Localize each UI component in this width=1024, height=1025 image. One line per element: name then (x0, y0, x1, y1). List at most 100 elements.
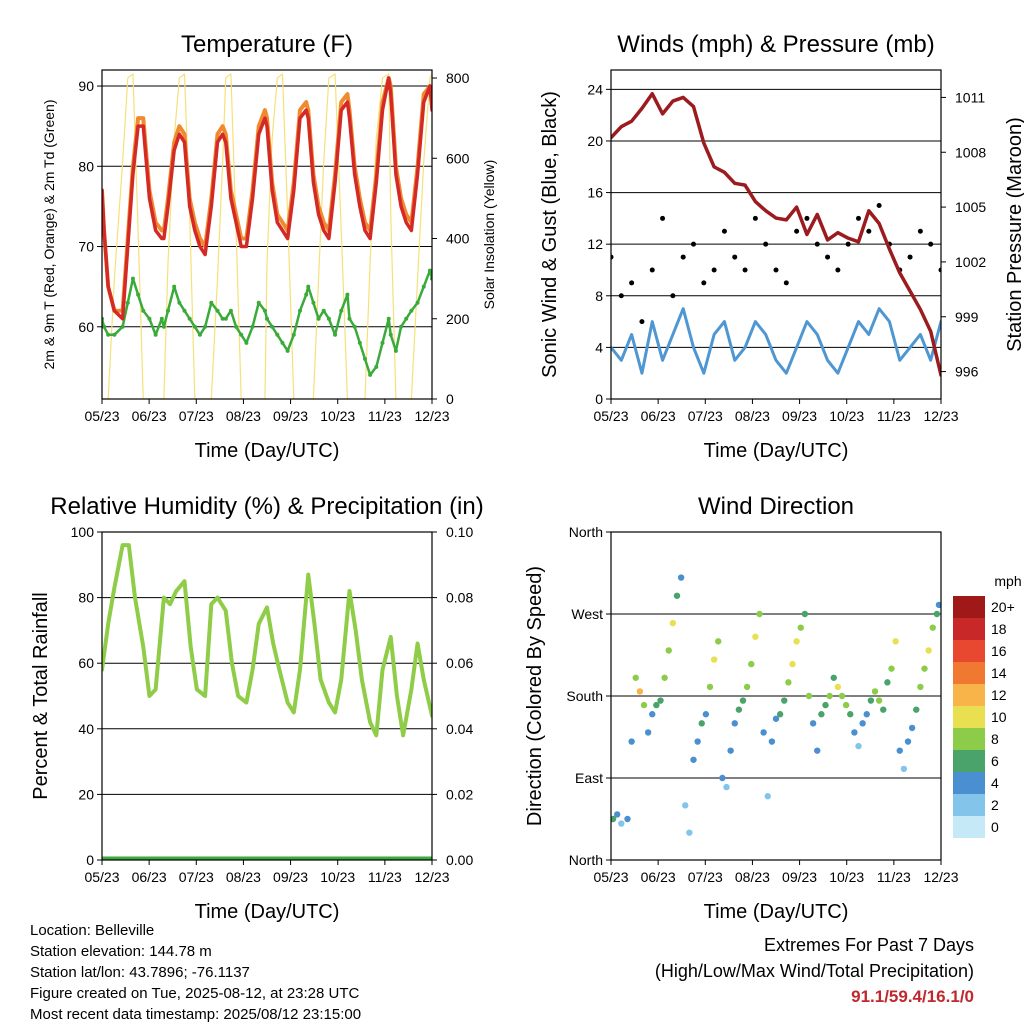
y2-tick-label: 0.04 (446, 721, 473, 737)
legend-label: 6 (991, 753, 999, 769)
gust-point (701, 280, 707, 286)
gust-point (711, 267, 717, 273)
wind-direction-point (719, 774, 726, 782)
winds-title: Winds (mph) & Pressure (mb) (617, 31, 934, 58)
y2-tick-label: 0.08 (446, 590, 473, 606)
dewpoint-point (427, 268, 432, 273)
x-tick-label: 07/23 (688, 408, 723, 424)
gust-point (928, 241, 934, 247)
temp-2m-line (102, 76, 432, 321)
dewpoint-point (362, 356, 367, 361)
gust-point (680, 254, 686, 260)
temperature-panel: Temperature (F) 05/23 06/23 07/23 08/23 09/23… (41, 31, 497, 462)
gust-point (917, 228, 923, 234)
solar-insolation-line (102, 73, 432, 399)
legend-label: 2 (991, 797, 999, 813)
wind-direction-point (925, 647, 932, 654)
y2-tick-label: 0 (446, 391, 454, 407)
x-tick-label: 10/23 (829, 869, 864, 885)
wind-direction-point (665, 647, 672, 654)
x-tick-label: 08/23 (226, 408, 261, 424)
extremes-values: 91.1/59.4/16.1/0 (851, 987, 974, 1006)
wind-direction-point (875, 697, 883, 704)
wind-direction-point (871, 688, 879, 695)
dewpoint-point (311, 300, 316, 305)
temperature-y2label: Solar Insolation (Yellow) (481, 160, 497, 310)
y2-tick-label: 0.00 (446, 852, 473, 868)
dewpoint-point (368, 372, 373, 377)
humidity-title: Relative Humidity (%) & Precipitation (i… (50, 493, 483, 520)
station-latlon: Station lat/lon: 43.7896; -76.1137 (30, 964, 250, 981)
station-location: Location: Belleville (30, 922, 155, 939)
wind-direction-point (929, 624, 936, 631)
x-tick-label: 05/23 (593, 869, 628, 885)
y-tick-label: 80 (78, 158, 94, 174)
y-tick-label: 16 (587, 185, 603, 201)
winds-frame (610, 69, 942, 400)
y-tick-label: East (575, 770, 603, 786)
y2-tick-label: 1011 (955, 89, 985, 105)
wind-direction-point (797, 624, 804, 631)
dewpoint-point (421, 284, 426, 289)
dewpoint-point (215, 308, 220, 313)
legend-label: 18 (991, 621, 1007, 637)
gust-point (721, 228, 727, 234)
gust-point (866, 228, 872, 234)
wind-direction-point (731, 720, 738, 727)
y-tick-label: 80 (78, 590, 94, 606)
wind-direction-point (847, 711, 854, 718)
wind-direction-point (673, 592, 681, 599)
wind-direction-point (884, 679, 891, 686)
legend-label: 16 (991, 643, 1007, 659)
wind-direction-point (756, 610, 763, 618)
dewpoint-point (262, 308, 267, 313)
station-elevation: Station elevation: 144.78 m (30, 943, 212, 960)
legend-swatch (953, 750, 985, 772)
wind-direction-point (904, 738, 912, 745)
x-tick-label: 11/23 (877, 408, 911, 424)
wind-direction-point (628, 738, 635, 745)
dewpoint-point (298, 308, 302, 313)
y-tick-label: North (569, 524, 603, 540)
dewpoint-point (404, 316, 409, 321)
y-tick-label: 20 (587, 133, 603, 149)
wind-direction-point (649, 711, 656, 718)
wind_direction-title: Wind Direction (698, 493, 854, 520)
dewpoint-point (339, 308, 344, 313)
y2-tick-label: 0.02 (446, 786, 473, 802)
wind-direction-point (611, 815, 617, 823)
wind-direction-point (682, 802, 689, 809)
y2-tick-label: 800 (446, 70, 470, 86)
x-tick-label: 05/23 (84, 869, 119, 885)
dewpoint-point (244, 340, 249, 345)
y2-tick-label: 0.06 (446, 655, 473, 671)
dewpoint-point (159, 316, 164, 321)
dewpoint-point (228, 308, 233, 313)
dewpoint-point (374, 364, 379, 369)
extremes-panel: Extremes For Past 7 Days (High/Low/Max W… (655, 932, 974, 1010)
legend-label: 0 (991, 819, 999, 835)
x-tick-label: 10/23 (829, 408, 864, 424)
legend-swatch (953, 706, 985, 728)
y2-tick-label: 999 (955, 309, 979, 325)
y2-tick-label: 1005 (955, 199, 986, 215)
gust-point (783, 280, 789, 286)
x-tick-label: 07/23 (179, 408, 214, 424)
wind-direction-point (935, 601, 941, 609)
dewpoint-point (130, 276, 135, 281)
wind-direction-point (933, 610, 941, 618)
x-tick-label: 08/23 (735, 408, 770, 424)
y-tick-label: 60 (78, 319, 94, 335)
wind-direction-point (669, 619, 677, 627)
legend-label: 10 (991, 709, 1007, 725)
figure-created: Figure created on Tue, 2025-08-12, at 23… (30, 985, 360, 1002)
wind-direction-point (900, 765, 908, 773)
x-tick-label: 09/23 (782, 408, 817, 424)
wind-direction-point (764, 793, 771, 800)
dewpoint-point (136, 292, 141, 297)
gust-point (691, 241, 696, 247)
legend-swatch (953, 772, 985, 794)
wind-direction-point (921, 665, 928, 672)
wind-direction-point (698, 720, 705, 727)
dewpoint-point (203, 324, 208, 329)
